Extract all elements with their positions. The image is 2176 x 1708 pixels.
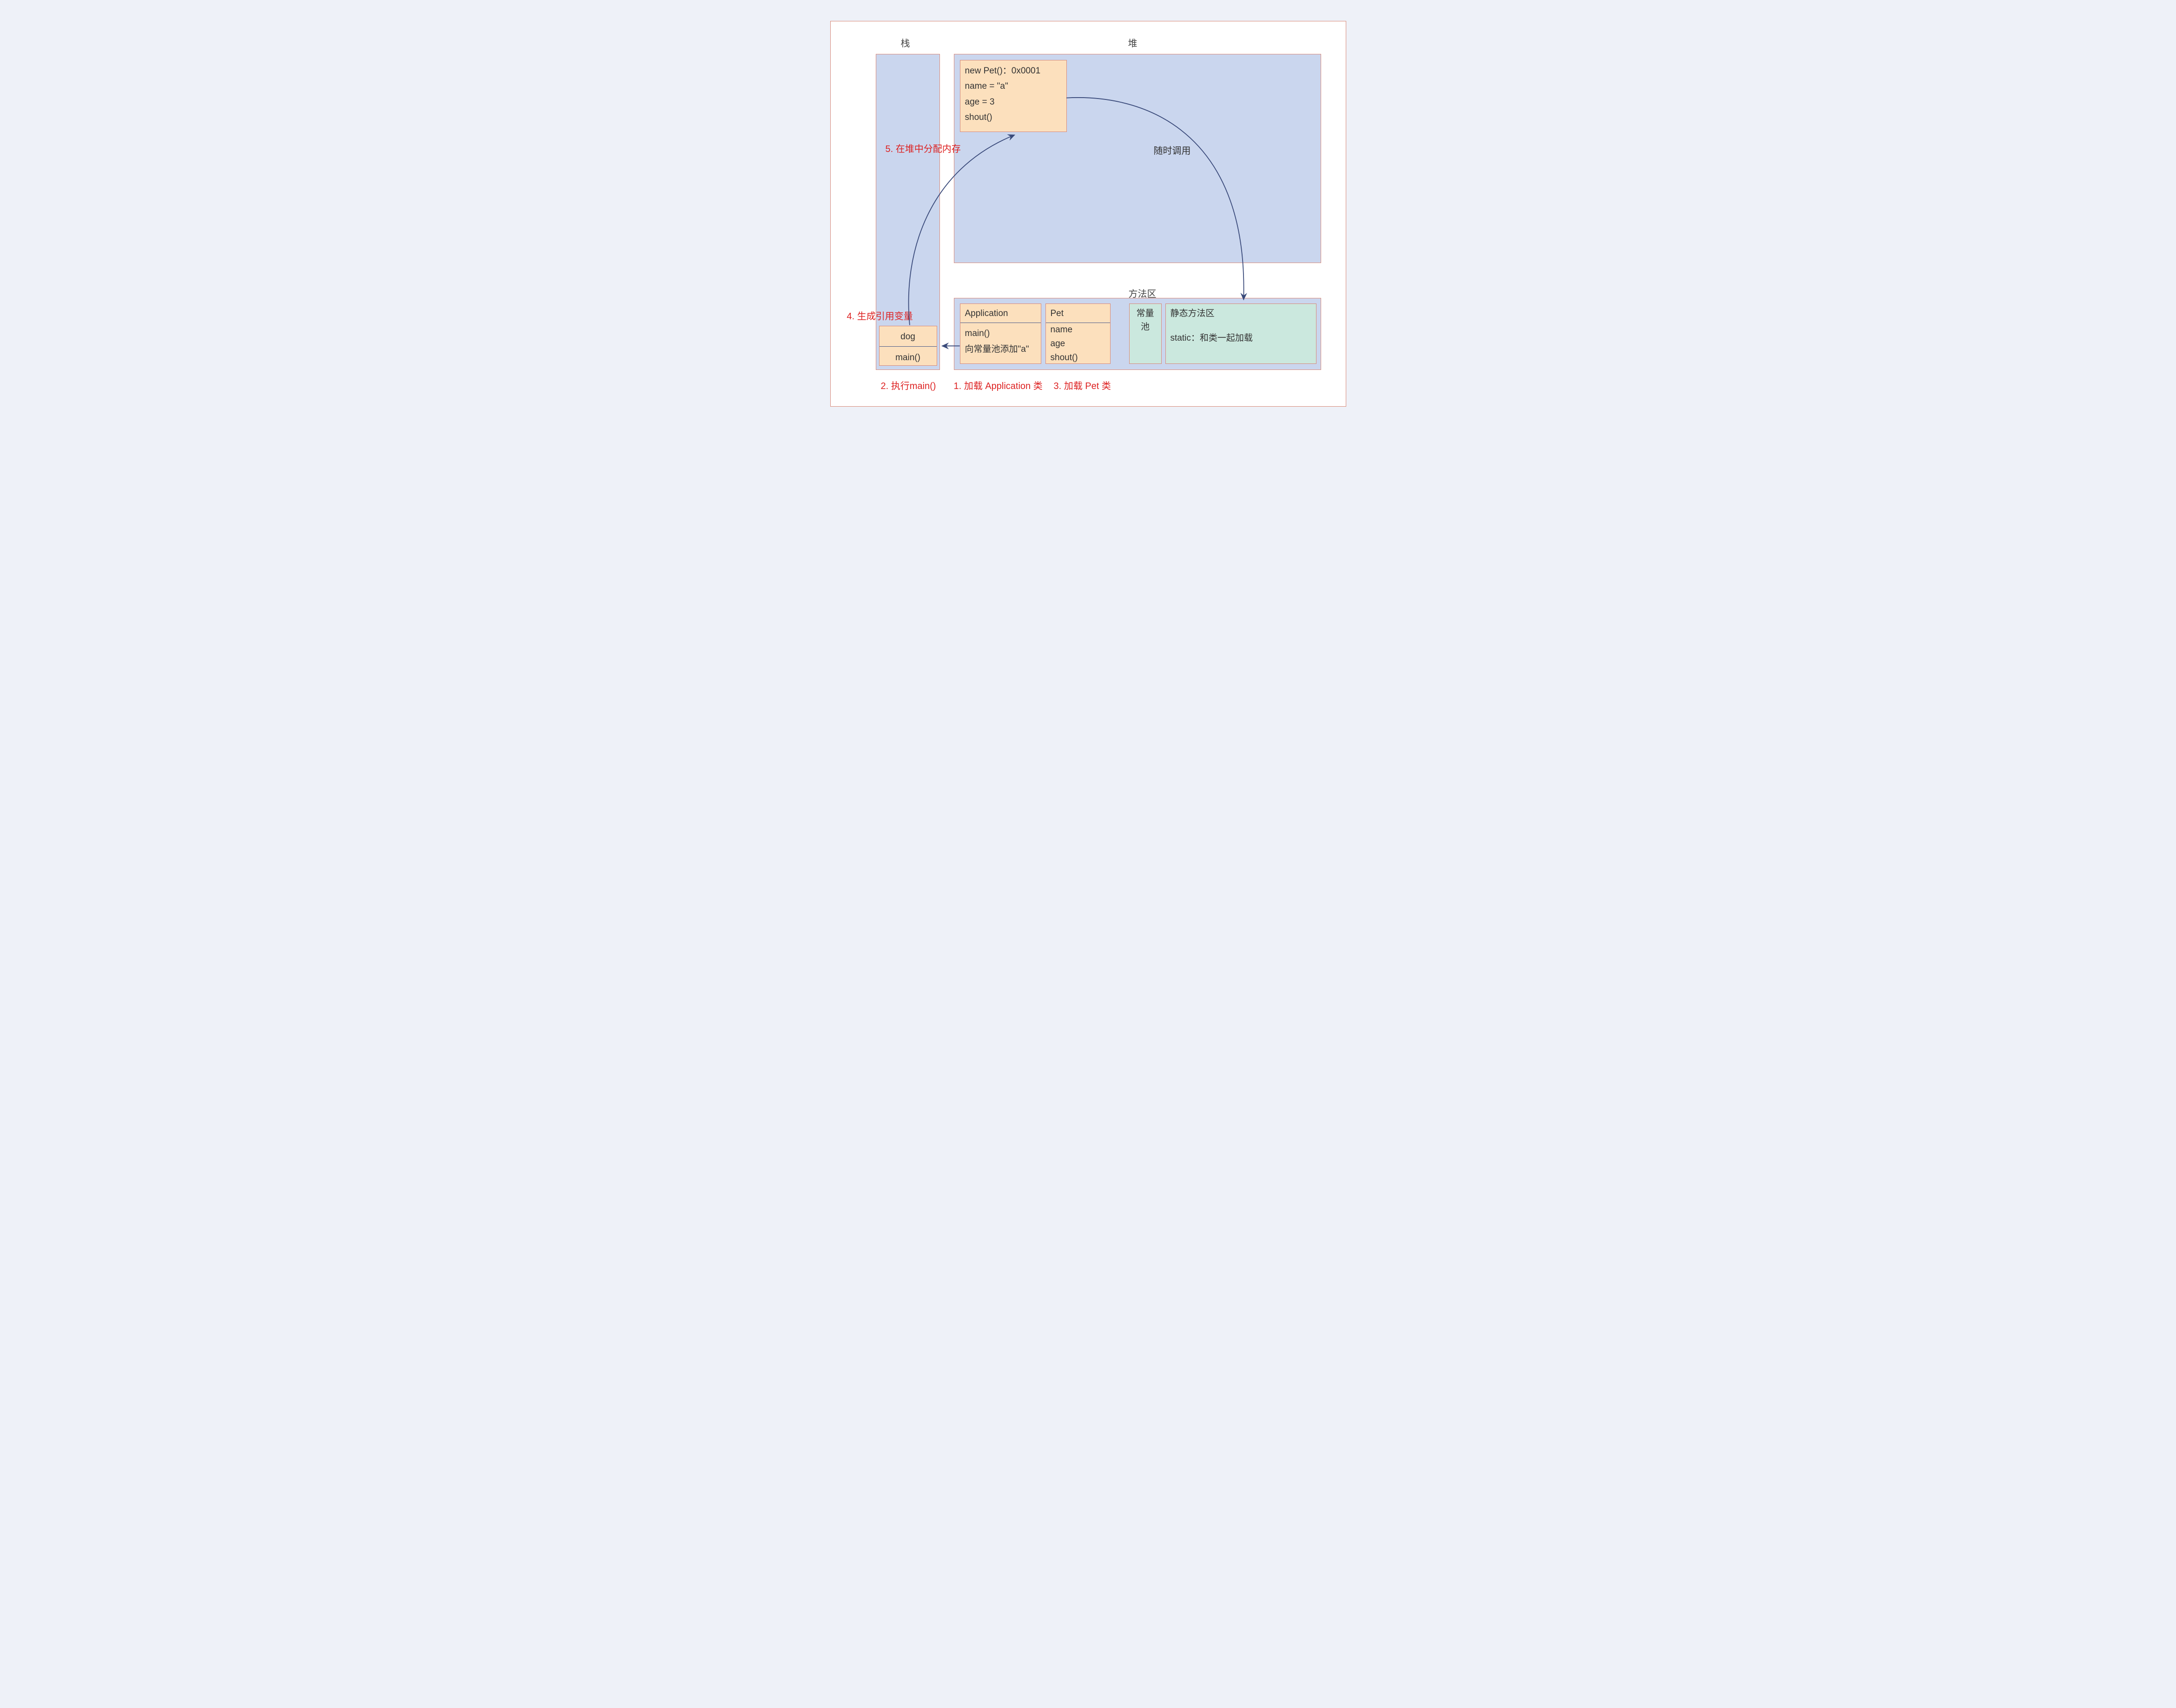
stack-dog: dog <box>880 326 937 344</box>
step5-label: 5. 在堆中分配内存 <box>886 141 961 155</box>
static-title: 静态方法区 <box>1166 304 1316 321</box>
application-box: Application main() 向常量池添加"a" <box>960 303 1041 364</box>
heap-object-box: new Pet()：0x0001 name = "a" age = 3 shou… <box>960 60 1067 132</box>
stack-frame-box: dog main() <box>879 326 937 366</box>
diagram-canvas: 栈 堆 方法区 new Pet()：0x0001 name = "a" age … <box>816 0 1360 428</box>
call-anytime-label: 随时调用 <box>1154 143 1191 157</box>
app-const: 向常量池添加"a" <box>960 342 1041 357</box>
stack-divider <box>880 346 937 347</box>
const-pool-label: 常量池 <box>1130 304 1161 335</box>
stack-title: 栈 <box>901 36 910 49</box>
const-pool-box: 常量池 <box>1129 303 1162 364</box>
app-title: Application <box>960 304 1041 321</box>
step3-label: 3. 加载 Pet 类 <box>1054 378 1111 392</box>
pet-name: name <box>1046 321 1110 337</box>
heap-obj-line1: new Pet()：0x0001 <box>960 63 1066 79</box>
step1-label: 1. 加载 Application 类 <box>954 378 1043 392</box>
heap-obj-line4: shout() <box>960 110 1066 125</box>
pet-box: Pet name age shout() <box>1045 303 1111 364</box>
heap-obj-line2: name = "a" <box>960 79 1066 94</box>
pet-shout: shout() <box>1046 351 1110 365</box>
step4-label: 4. 生成引用变量 <box>847 309 913 322</box>
static-body: static：和类一起加载 <box>1166 321 1316 346</box>
pet-title: Pet <box>1046 304 1110 321</box>
heap-obj-line3: age = 3 <box>960 94 1066 110</box>
stack-main: main() <box>880 344 937 365</box>
static-area-box: 静态方法区 static：和类一起加载 <box>1165 303 1316 364</box>
outer-frame: 栈 堆 方法区 new Pet()：0x0001 name = "a" age … <box>830 21 1346 407</box>
pet-age: age <box>1046 337 1110 351</box>
app-main: main() <box>960 321 1041 341</box>
stack-region <box>876 54 940 370</box>
step2-label: 2. 执行main() <box>881 378 936 392</box>
heap-title: 堆 <box>1128 36 1138 49</box>
